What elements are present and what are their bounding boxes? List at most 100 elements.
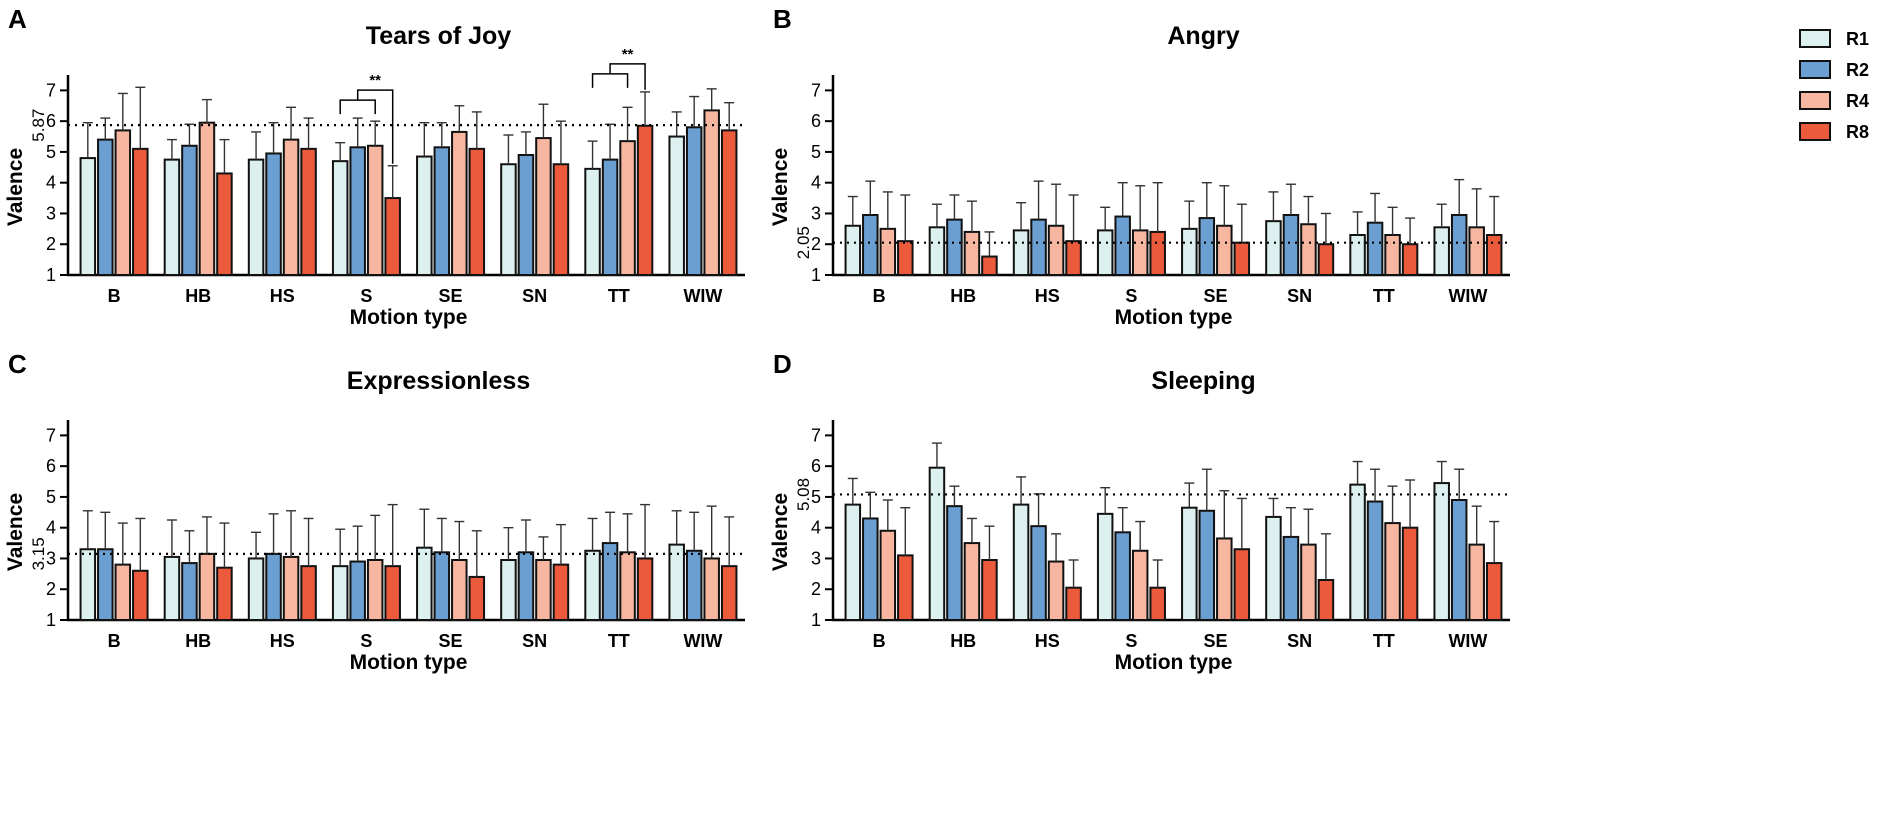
bar-r1 <box>500 559 517 621</box>
bar-r4 <box>1300 543 1317 621</box>
panel-letter: D <box>773 349 792 379</box>
y-tick-label: 1 <box>46 610 56 630</box>
bar-r1 <box>844 503 862 621</box>
y-tick-label: 5 <box>46 487 56 507</box>
bar-r8 <box>1317 243 1335 277</box>
panel-letter: A <box>8 4 27 34</box>
bar-r4 <box>282 555 300 622</box>
bar-r4 <box>1047 224 1065 276</box>
y-tick-label: 5 <box>811 487 821 507</box>
bar-r1 <box>79 157 97 276</box>
y-tick-label: 2 <box>811 234 821 254</box>
chart-title: Expressionless <box>347 367 530 395</box>
bar-r1 <box>1096 229 1114 276</box>
bar-r8 <box>300 147 317 277</box>
bar-r8 <box>720 129 738 276</box>
reference-line-label: 3.15 <box>29 537 48 570</box>
x-tick-label: B <box>873 286 886 306</box>
x-axis-title: Motion type <box>350 306 468 329</box>
bar-r4 <box>198 121 216 276</box>
x-tick-label: SN <box>522 286 547 306</box>
chart-panel-a: A Tears of Joy 1 2 3 4 5 6 7 Valence Motion type B H… <box>4 4 745 329</box>
bar-r1 <box>1012 503 1030 621</box>
bar-r4 <box>451 130 468 276</box>
y-tick-label: 3 <box>811 203 821 223</box>
bar-r2 <box>601 158 619 276</box>
bar-r8 <box>1317 579 1335 621</box>
bar-r1 <box>1349 234 1366 276</box>
significance-label: ** <box>622 46 634 63</box>
bar-r8 <box>981 559 998 621</box>
bracket-group-line <box>591 73 629 88</box>
y-tick-label: 6 <box>46 456 56 476</box>
y-tick-label: 7 <box>46 80 56 100</box>
bar-r4 <box>1216 224 1233 276</box>
bar-r8 <box>1401 243 1419 277</box>
bar-r2 <box>97 138 114 276</box>
bar-r8 <box>132 569 149 621</box>
bar-r1 <box>1265 515 1282 621</box>
bar-r8 <box>216 566 233 621</box>
x-tick-label: TT <box>608 286 630 306</box>
bar-r2 <box>97 548 114 622</box>
legend-label: R4 <box>1846 91 1869 111</box>
bar-r1 <box>668 543 685 621</box>
bar-r8 <box>552 163 570 277</box>
x-tick-label: SE <box>439 631 463 651</box>
x-tick-label: S <box>1125 286 1137 306</box>
bracket-group-line <box>339 99 376 115</box>
bar-r8 <box>1149 586 1166 621</box>
significance-bracket: ** <box>339 72 394 164</box>
bar-r4 <box>1131 549 1149 621</box>
bar-r1 <box>1433 482 1450 621</box>
legend-label: R1 <box>1846 29 1869 49</box>
legend-swatch-r1 <box>1799 29 1831 48</box>
x-tick-label: HB <box>950 631 976 651</box>
bar-r2 <box>685 126 703 276</box>
x-tick-label: WIW <box>1448 286 1487 306</box>
bar-r4 <box>535 137 552 276</box>
y-tick-label: 2 <box>46 579 56 599</box>
bar-r1 <box>928 226 946 276</box>
bar-r2 <box>1450 499 1468 621</box>
bar-r2 <box>433 146 451 276</box>
x-tick-label: HS <box>270 286 295 306</box>
bar-r4 <box>879 529 897 621</box>
bar-r1 <box>1012 229 1030 276</box>
y-tick-label: 3 <box>46 548 56 568</box>
bar-r1 <box>163 158 181 276</box>
bar-r2 <box>1282 214 1300 276</box>
chart-panel-c: C Expressionless 1 2 3 4 5 6 7 Valence Motion type… <box>4 349 745 674</box>
bar-r1 <box>163 555 181 622</box>
bar-r4 <box>879 227 897 277</box>
bar-r4 <box>1300 223 1317 277</box>
bar-r4 <box>114 563 132 622</box>
bar-r8 <box>1149 230 1166 277</box>
bar-r4 <box>1384 522 1401 621</box>
bar-r2 <box>265 552 282 622</box>
chart-title: Tears of Joy <box>366 22 512 50</box>
bar-r1 <box>247 557 265 621</box>
x-tick-label: SN <box>1287 286 1312 306</box>
reference-line-label: 5.08 <box>794 478 813 511</box>
bar-r8 <box>216 172 233 276</box>
bar-r2 <box>946 218 963 277</box>
y-tick-label: 6 <box>811 456 821 476</box>
bracket-target-line <box>609 63 646 90</box>
legend-swatch-r2 <box>1799 60 1831 79</box>
x-tick-label: HS <box>1035 631 1060 651</box>
x-axis-title: Motion type <box>1115 651 1233 674</box>
y-tick-label: 7 <box>811 80 821 100</box>
bar-r2 <box>433 551 451 621</box>
x-tick-label: TT <box>1373 631 1395 651</box>
bar-r1 <box>416 546 433 621</box>
bar-r1 <box>668 135 685 276</box>
y-tick-label: 5 <box>811 142 821 162</box>
y-tick-label: 7 <box>46 425 56 445</box>
bar-r1 <box>928 466 946 621</box>
chart-panels: A Tears of Joy 1 2 3 4 5 6 7 Valence Motion type B H… <box>4 4 1510 674</box>
bar-r2 <box>1198 509 1216 621</box>
x-tick-label: S <box>1125 631 1137 651</box>
x-tick-label: HS <box>270 631 295 651</box>
bar-r8 <box>384 565 401 621</box>
